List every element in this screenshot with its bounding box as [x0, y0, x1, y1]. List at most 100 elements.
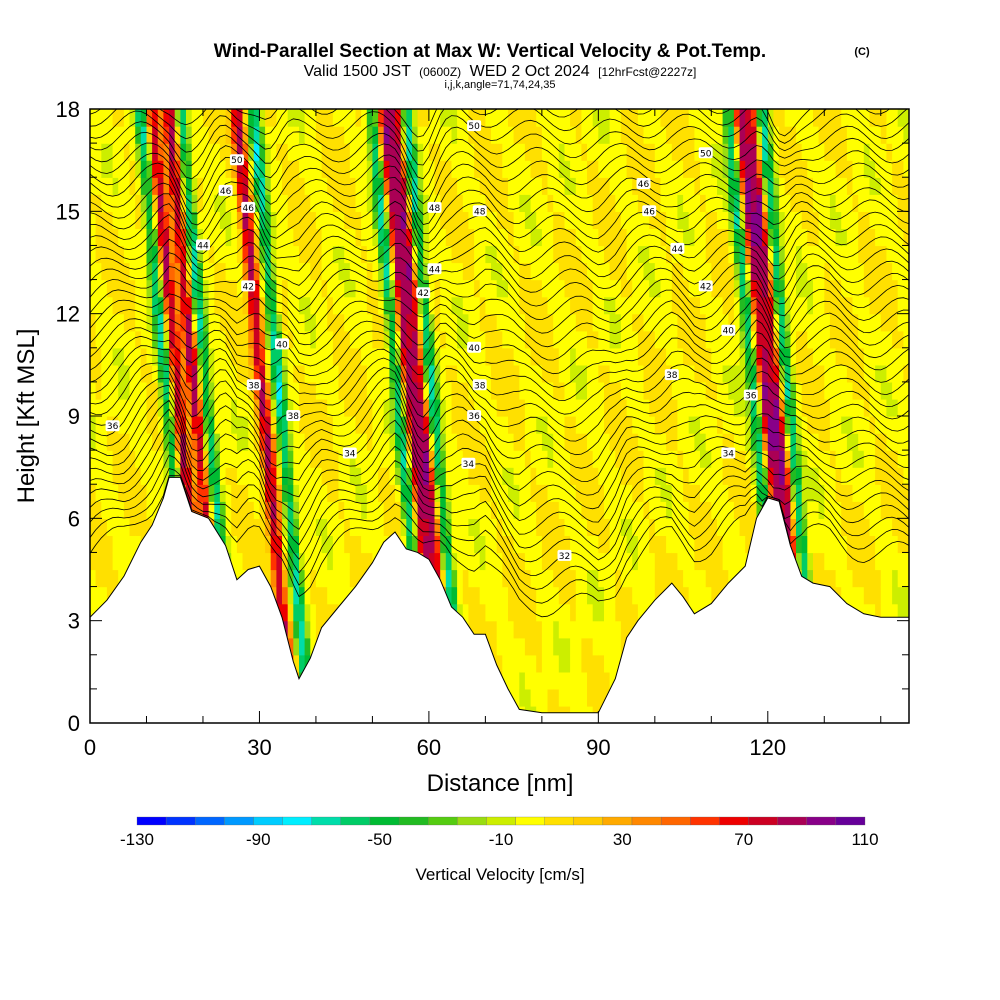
velocity-cell	[248, 398, 255, 417]
velocity-cell	[400, 109, 407, 127]
velocity-cell	[129, 398, 136, 417]
velocity-cell	[412, 347, 419, 366]
velocity-cell	[502, 501, 509, 519]
velocity-cell	[852, 467, 859, 485]
velocity-cell	[852, 398, 859, 417]
velocity-cell	[773, 296, 780, 315]
velocity-cell	[643, 552, 650, 571]
velocity-cell	[841, 245, 848, 264]
velocity-cell	[858, 109, 865, 127]
velocity-cell	[299, 279, 306, 298]
velocity-cell	[677, 364, 684, 383]
velocity-cell	[790, 177, 797, 195]
velocity-cell	[412, 416, 419, 434]
velocity-cell	[203, 160, 210, 178]
velocity-cell	[705, 109, 712, 127]
velocity-cell	[366, 296, 373, 315]
velocity-cell	[236, 279, 244, 298]
velocity-cell	[796, 279, 803, 298]
velocity-cell	[570, 228, 577, 247]
velocity-cell	[524, 535, 532, 554]
velocity-cell	[841, 467, 848, 485]
velocity-cell	[575, 177, 582, 195]
velocity-cell	[140, 194, 147, 212]
velocity-cell	[491, 603, 498, 622]
velocity-cell	[547, 484, 554, 502]
velocity-cell	[841, 586, 848, 605]
velocity-cell	[304, 245, 311, 264]
velocity-cell	[231, 228, 238, 247]
velocity-cell	[750, 211, 757, 229]
velocity-cell	[440, 433, 447, 451]
velocity-cell	[592, 688, 599, 707]
velocity-cell	[355, 262, 362, 281]
velocity-cell	[835, 467, 842, 485]
velocity-cell	[338, 518, 345, 536]
velocity-cell	[666, 347, 673, 366]
velocity-cell	[366, 347, 373, 366]
velocity-cell	[733, 364, 741, 383]
velocity-cell	[135, 433, 142, 451]
velocity-cell	[344, 484, 351, 502]
velocity-cell	[767, 467, 774, 485]
velocity-cell	[626, 109, 633, 127]
velocity-cell	[276, 484, 283, 502]
velocity-cell	[101, 279, 108, 298]
grid-info: i,j,k,angle=71,74,24,35	[444, 79, 555, 91]
velocity-cell	[372, 143, 379, 161]
velocity-cell	[570, 262, 577, 281]
velocity-cell	[135, 126, 142, 144]
velocity-cell	[869, 586, 876, 605]
velocity-cell	[581, 143, 588, 161]
velocity-cell	[598, 552, 605, 571]
velocity-cell	[694, 228, 701, 247]
velocity-cell	[671, 296, 678, 315]
velocity-cell	[620, 467, 628, 485]
velocity-cell	[728, 450, 735, 468]
velocity-cell	[558, 416, 565, 434]
velocity-cell	[592, 211, 599, 229]
velocity-cell	[395, 160, 402, 178]
velocity-cell	[90, 364, 97, 383]
velocity-cell	[468, 262, 475, 281]
velocity-cell	[637, 211, 645, 229]
velocity-cell	[496, 279, 503, 298]
velocity-cell	[434, 398, 441, 417]
velocity-cell	[598, 347, 605, 366]
velocity-cell	[508, 637, 515, 656]
velocity-cell	[728, 211, 735, 229]
velocity-cell	[242, 177, 249, 195]
velocity-cell	[276, 262, 283, 281]
velocity-cell	[835, 569, 842, 588]
velocity-cell	[609, 535, 616, 554]
velocity-cell	[468, 347, 475, 366]
velocity-cell	[671, 381, 678, 400]
velocity-cell	[214, 484, 221, 502]
velocity-cell	[796, 467, 803, 485]
chart-title: Wind-Parallel Section at Max W: Vertical…	[214, 41, 766, 62]
velocity-cell	[654, 143, 661, 161]
velocity-cell	[717, 262, 724, 281]
velocity-cell	[406, 228, 413, 247]
velocity-cell	[717, 279, 724, 298]
velocity-cell	[462, 586, 469, 605]
velocity-cell	[106, 467, 114, 485]
velocity-cell	[700, 228, 707, 247]
velocity-cell	[654, 177, 661, 195]
velocity-cell	[282, 467, 289, 485]
velocity-cell	[253, 364, 260, 383]
velocity-cell	[231, 143, 238, 161]
velocity-cell	[186, 398, 193, 417]
velocity-cell	[118, 467, 125, 485]
velocity-cell	[807, 484, 814, 502]
velocity-cell	[592, 126, 599, 144]
velocity-cell	[677, 433, 684, 451]
velocity-cell	[547, 637, 554, 656]
velocity-cell	[846, 467, 854, 485]
velocity-cell	[428, 535, 436, 554]
velocity-cell	[756, 160, 763, 178]
velocity-cell	[304, 484, 311, 502]
velocity-cell	[790, 126, 797, 144]
velocity-cell	[728, 109, 735, 127]
velocity-cell	[344, 245, 351, 264]
